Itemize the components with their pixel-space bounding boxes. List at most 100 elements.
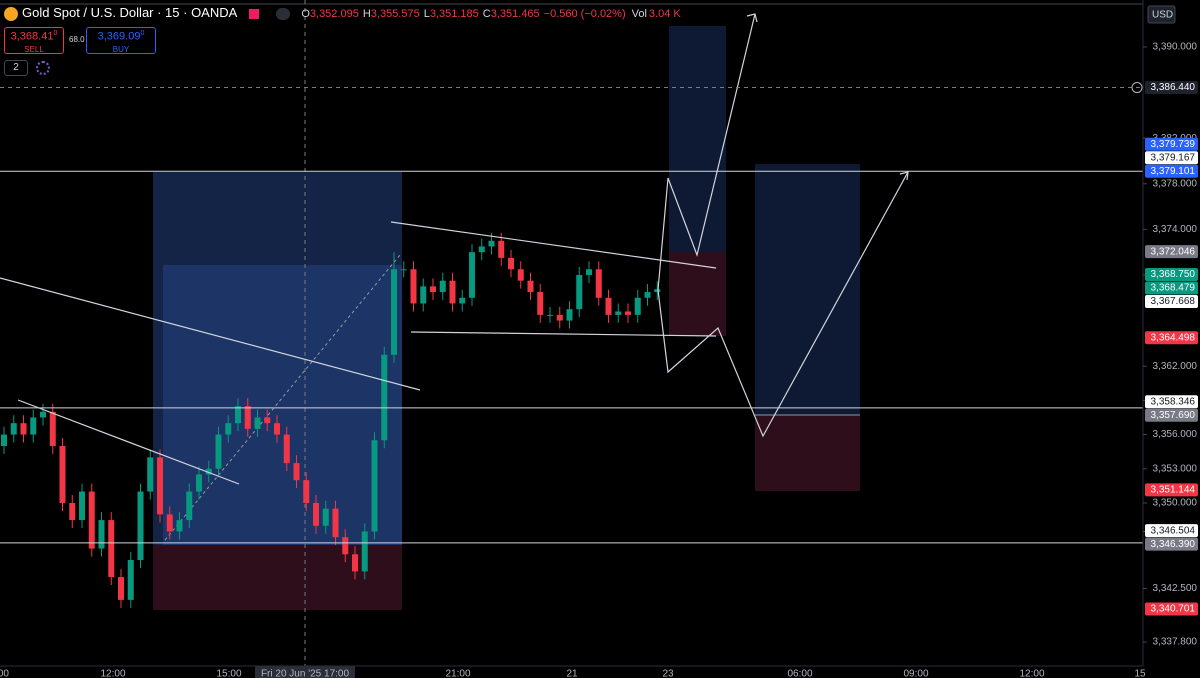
price-label: 3,368.750 bbox=[1151, 269, 1196, 280]
profit-zone bbox=[669, 26, 726, 252]
candle-body bbox=[40, 411, 46, 418]
candle-body bbox=[352, 554, 358, 572]
buy-button[interactable]: 3,369.090 BUY bbox=[86, 27, 156, 54]
dashed-trend bbox=[164, 254, 401, 541]
sell-button[interactable]: 3,368.410 SELL bbox=[4, 27, 64, 54]
candles bbox=[1, 232, 661, 608]
time-label: 12:00 bbox=[100, 669, 125, 678]
price-label-bg bbox=[1145, 137, 1198, 151]
price-tick-label: 3,350.000 bbox=[1153, 498, 1198, 509]
ohlc: O3,352.095 H3,355.575 L3,351.185 C3,351.465… bbox=[301, 8, 680, 20]
currency[interactable]: USD bbox=[1152, 10, 1173, 21]
candle-body bbox=[586, 269, 592, 275]
price-label-bg bbox=[1145, 295, 1198, 309]
time-label: 15:00 bbox=[216, 669, 241, 678]
candle-body bbox=[459, 297, 466, 304]
profit-zone bbox=[755, 164, 860, 415]
projection-path bbox=[657, 171, 909, 438]
candle-body bbox=[30, 417, 37, 435]
candle-body bbox=[342, 537, 349, 555]
candle-body bbox=[1, 434, 7, 446]
candle-body bbox=[313, 502, 319, 526]
price-label-bg bbox=[1145, 164, 1198, 178]
change: −0.560 (−0.02%) bbox=[543, 8, 626, 20]
arrow-head bbox=[899, 171, 909, 181]
candle-body bbox=[615, 311, 622, 315]
price-label: 3,379.739 bbox=[1151, 139, 1196, 150]
flag-icon[interactable] bbox=[248, 8, 259, 19]
price-tick-label: 3,390.000 bbox=[1153, 42, 1198, 53]
candle-body bbox=[186, 491, 193, 521]
time-label: Fri 20 Jun '25 17:00 bbox=[261, 669, 350, 678]
price-label-bg bbox=[1145, 81, 1198, 95]
candle-body bbox=[634, 297, 641, 315]
candle-body bbox=[449, 280, 456, 304]
time-label: 21 bbox=[566, 669, 578, 678]
candle-body bbox=[478, 246, 485, 253]
overlay bbox=[0, 13, 1143, 544]
price-label-bg bbox=[1145, 537, 1198, 551]
collapse-button[interactable] bbox=[275, 7, 290, 20]
price-label-bg bbox=[1145, 408, 1198, 422]
candle-body bbox=[293, 463, 300, 481]
price-label-bg bbox=[1145, 331, 1198, 345]
price-label: 3,357.690 bbox=[1151, 410, 1196, 421]
sell-price-tail: 0 bbox=[53, 30, 58, 37]
indicator-icon[interactable] bbox=[36, 61, 50, 75]
price-tick-label: 3,342.500 bbox=[1153, 583, 1198, 594]
candle-body bbox=[79, 491, 85, 521]
price-tick-label: 3,356.000 bbox=[1153, 429, 1198, 440]
candle-body bbox=[264, 417, 271, 424]
price-label: 3,346.390 bbox=[1151, 539, 1196, 550]
candle-body bbox=[332, 508, 339, 538]
price-tick-label: 3,378.000 bbox=[1153, 178, 1198, 189]
ohlc-value: 3,352.095 bbox=[309, 8, 359, 20]
price-label: 3,364.498 bbox=[1151, 332, 1196, 343]
candle-body bbox=[566, 309, 573, 321]
candle-body bbox=[137, 491, 144, 560]
candle-body bbox=[147, 457, 154, 492]
price-tick-label: 3,362.000 bbox=[1153, 361, 1198, 372]
price-label: 3,368.479 bbox=[1151, 283, 1196, 294]
symbol[interactable]: Gold Spot / U.S. Dollar · 15 · OANDA bbox=[22, 5, 238, 20]
candle-body bbox=[108, 520, 115, 578]
candle-body bbox=[274, 423, 280, 435]
price-label: 3,340.701 bbox=[1151, 604, 1196, 615]
time-label: 09:00 bbox=[903, 669, 928, 678]
ohlc-key: L bbox=[423, 8, 430, 20]
candle-body bbox=[517, 269, 524, 281]
price-tick-label: 3,337.800 bbox=[1153, 637, 1198, 648]
currency-button[interactable] bbox=[1147, 5, 1176, 24]
candle-body bbox=[381, 354, 388, 441]
candle-body bbox=[88, 491, 95, 549]
candle-body bbox=[98, 520, 105, 549]
sell-price: 3,368.41 bbox=[10, 30, 54, 43]
candle-body bbox=[537, 292, 544, 315]
price-label: 3,379.101 bbox=[1151, 166, 1196, 177]
candle-body bbox=[244, 406, 251, 429]
candle-body bbox=[205, 468, 212, 475]
indicator-toggle[interactable]: 2 bbox=[4, 60, 28, 76]
price-label-bg bbox=[1145, 268, 1198, 282]
candle-body bbox=[654, 289, 661, 293]
price-label: 3,346.504 bbox=[1151, 525, 1196, 536]
price-label: 3,372.046 bbox=[1151, 246, 1196, 257]
price-label-bg bbox=[1145, 524, 1198, 538]
candle-body bbox=[69, 502, 76, 521]
buy-label: BUY bbox=[112, 44, 130, 54]
legend: Gold Spot / U.S. Dollar · 15 · OANDA O3,… bbox=[4, 5, 681, 21]
ohlc-key: C bbox=[482, 8, 491, 20]
candle-body bbox=[303, 480, 310, 503]
trend-line bbox=[410, 331, 717, 337]
ohlc-key: O bbox=[301, 8, 310, 20]
buy-price-tail: 0 bbox=[140, 30, 145, 37]
candle-body bbox=[127, 559, 134, 600]
time-axis: :00 12:00 15:00 Fri 20 Jun '25 17:00 21:00 21… bbox=[0, 666, 1146, 678]
candle-body bbox=[547, 314, 553, 316]
candle-body bbox=[644, 292, 651, 298]
trend-line bbox=[17, 399, 240, 485]
price-label-bg bbox=[1145, 151, 1198, 165]
candle-body bbox=[576, 274, 583, 310]
